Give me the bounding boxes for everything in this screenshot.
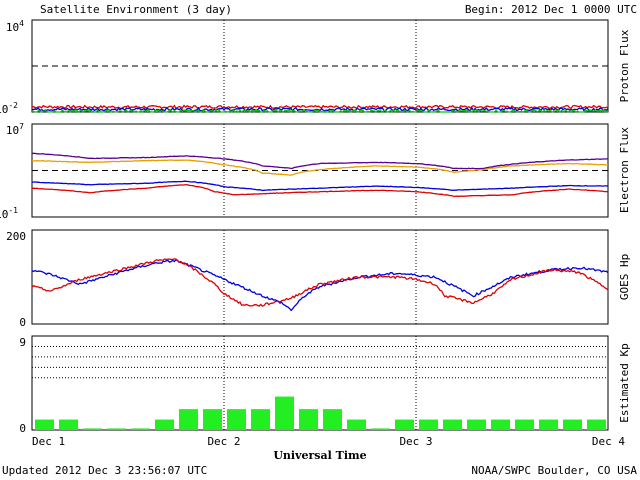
proton-flux-panel <box>31 19 609 113</box>
kp-ytick-top: 9 <box>19 336 26 349</box>
kp-bar <box>347 419 366 430</box>
chart-title: Satellite Environment (3 day) <box>40 3 232 16</box>
kp-bar <box>203 409 222 430</box>
kp-bar <box>35 419 54 430</box>
hp-blue-series <box>31 258 609 312</box>
estimated-kp-ylabel: Estimated Kp <box>618 343 631 422</box>
xtick-dec4: Dec 4 <box>592 435 625 448</box>
kp-bar <box>107 428 126 430</box>
kp-bar <box>491 419 510 430</box>
kp-bar <box>587 419 606 430</box>
kp-bar <box>131 428 150 430</box>
proton-ytick-top: 104 <box>6 19 24 34</box>
goes-hp-ylabel: GOES Hp <box>618 254 631 300</box>
begin-time-label: Begin: 2012 Dec 1 0000 UTC <box>465 3 637 16</box>
kp-bar <box>563 419 582 430</box>
threshold-lines <box>32 65 608 171</box>
kp-bar <box>275 396 294 430</box>
xtick-dec3: Dec 3 <box>399 435 432 448</box>
day-separator-lines <box>223 20 417 430</box>
updated-timestamp: Updated 2012 Dec 3 23:56:07 UTC <box>2 464 207 477</box>
electron-purple-series <box>31 152 608 170</box>
xtick-dec1: Dec 1 <box>32 435 65 448</box>
electron-ytick-bottom: 10-1 <box>0 206 18 221</box>
kp-bar <box>179 409 198 430</box>
proton-ytick-bottom: 10-2 <box>0 101 18 116</box>
kp-bar <box>227 409 246 430</box>
electron-blue-series <box>31 180 609 192</box>
kp-gridlines <box>32 335 608 379</box>
kp-bar <box>539 419 558 430</box>
xtick-dec2: Dec 2 <box>207 435 240 448</box>
proton-blue-series <box>31 106 609 112</box>
hp-red-series <box>31 258 609 307</box>
electron-flux-panel <box>31 123 609 218</box>
electron-ytick-top: 107 <box>6 122 24 137</box>
proton-green-series <box>31 109 609 113</box>
proton-red-series <box>31 104 609 110</box>
kp-bar <box>299 409 318 430</box>
goes-hp-panel <box>31 229 609 325</box>
hp-ytick-top: 200 <box>6 230 26 243</box>
hp-ytick-bottom: 0 <box>19 316 26 329</box>
kp-bar <box>59 419 78 430</box>
kp-bar <box>251 409 270 430</box>
electron-orange-series <box>31 159 609 176</box>
x-axis-title: Universal Time <box>273 449 366 462</box>
kp-bar <box>155 419 174 430</box>
kp-bar <box>443 419 462 430</box>
source-credit: NOAA/SWPC Boulder, CO USA <box>471 464 637 477</box>
kp-bar <box>83 428 102 430</box>
kp-bar <box>371 428 390 430</box>
kp-bar <box>515 419 534 430</box>
proton-flux-ylabel: Proton Flux <box>618 29 631 102</box>
electron-flux-ylabel: Electron Flux <box>618 127 631 213</box>
goes-hp-series <box>31 258 609 312</box>
proton-flux-series <box>31 104 609 113</box>
electron-red-series <box>31 183 609 198</box>
kp-bar <box>467 419 486 430</box>
kp-bar <box>395 419 414 430</box>
estimated-kp-panel <box>31 335 609 431</box>
kp-ytick-bottom: 0 <box>19 422 26 435</box>
kp-bar <box>323 409 342 430</box>
electron-flux-series <box>31 152 609 198</box>
kp-bars <box>35 396 606 430</box>
kp-bar <box>419 419 438 430</box>
